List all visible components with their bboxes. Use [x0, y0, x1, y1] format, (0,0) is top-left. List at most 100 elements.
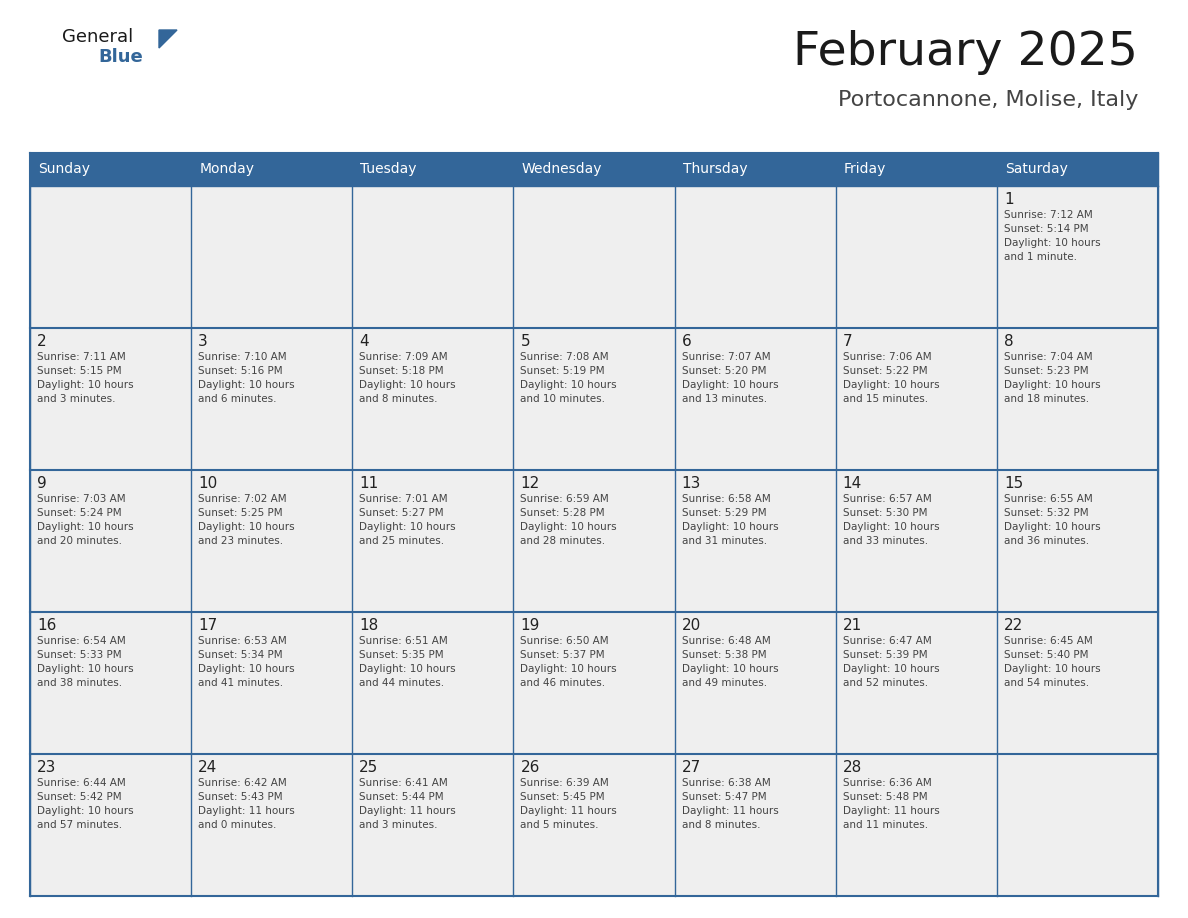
Text: Sunrise: 7:06 AM
Sunset: 5:22 PM
Daylight: 10 hours
and 15 minutes.: Sunrise: 7:06 AM Sunset: 5:22 PM Dayligh… — [842, 352, 940, 404]
Bar — [353, 470, 513, 612]
Bar — [191, 328, 353, 470]
Text: Saturday: Saturday — [1005, 162, 1068, 176]
Text: Sunrise: 7:01 AM
Sunset: 5:27 PM
Daylight: 10 hours
and 25 minutes.: Sunrise: 7:01 AM Sunset: 5:27 PM Dayligh… — [359, 494, 456, 546]
Text: Sunrise: 6:53 AM
Sunset: 5:34 PM
Daylight: 10 hours
and 41 minutes.: Sunrise: 6:53 AM Sunset: 5:34 PM Dayligh… — [198, 636, 295, 688]
Bar — [30, 328, 191, 470]
Text: Wednesday: Wednesday — [522, 162, 602, 176]
Text: 1: 1 — [1004, 192, 1013, 207]
Text: 8: 8 — [1004, 334, 1013, 349]
Text: 16: 16 — [37, 618, 56, 633]
Text: 7: 7 — [842, 334, 852, 349]
Text: Sunrise: 6:57 AM
Sunset: 5:30 PM
Daylight: 10 hours
and 33 minutes.: Sunrise: 6:57 AM Sunset: 5:30 PM Dayligh… — [842, 494, 940, 546]
Text: Sunrise: 7:09 AM
Sunset: 5:18 PM
Daylight: 10 hours
and 8 minutes.: Sunrise: 7:09 AM Sunset: 5:18 PM Dayligh… — [359, 352, 456, 404]
Bar — [191, 186, 353, 328]
Bar — [30, 470, 191, 612]
Bar — [353, 328, 513, 470]
Text: Portocannone, Molise, Italy: Portocannone, Molise, Italy — [838, 90, 1138, 110]
Text: Sunrise: 6:45 AM
Sunset: 5:40 PM
Daylight: 10 hours
and 54 minutes.: Sunrise: 6:45 AM Sunset: 5:40 PM Dayligh… — [1004, 636, 1100, 688]
Text: Sunrise: 7:12 AM
Sunset: 5:14 PM
Daylight: 10 hours
and 1 minute.: Sunrise: 7:12 AM Sunset: 5:14 PM Dayligh… — [1004, 210, 1100, 262]
Text: 11: 11 — [359, 476, 379, 491]
Bar — [30, 153, 191, 186]
Text: 10: 10 — [198, 476, 217, 491]
Text: 18: 18 — [359, 618, 379, 633]
Bar — [353, 186, 513, 328]
Bar — [835, 612, 997, 754]
Bar — [513, 186, 675, 328]
Text: 19: 19 — [520, 618, 539, 633]
Text: 17: 17 — [198, 618, 217, 633]
Text: 5: 5 — [520, 334, 530, 349]
Text: Tuesday: Tuesday — [360, 162, 417, 176]
Bar — [513, 754, 675, 896]
Text: Monday: Monday — [200, 162, 254, 176]
Text: Sunrise: 6:54 AM
Sunset: 5:33 PM
Daylight: 10 hours
and 38 minutes.: Sunrise: 6:54 AM Sunset: 5:33 PM Dayligh… — [37, 636, 133, 688]
Bar — [191, 754, 353, 896]
Text: Sunrise: 6:42 AM
Sunset: 5:43 PM
Daylight: 11 hours
and 0 minutes.: Sunrise: 6:42 AM Sunset: 5:43 PM Dayligh… — [198, 778, 295, 830]
Bar — [513, 470, 675, 612]
Text: 23: 23 — [37, 760, 56, 775]
Bar — [353, 754, 513, 896]
Text: 21: 21 — [842, 618, 862, 633]
Text: Sunrise: 7:07 AM
Sunset: 5:20 PM
Daylight: 10 hours
and 13 minutes.: Sunrise: 7:07 AM Sunset: 5:20 PM Dayligh… — [682, 352, 778, 404]
Text: Sunrise: 6:51 AM
Sunset: 5:35 PM
Daylight: 10 hours
and 44 minutes.: Sunrise: 6:51 AM Sunset: 5:35 PM Dayligh… — [359, 636, 456, 688]
Text: February 2025: February 2025 — [794, 30, 1138, 75]
Bar — [30, 754, 191, 896]
Text: Sunrise: 6:36 AM
Sunset: 5:48 PM
Daylight: 11 hours
and 11 minutes.: Sunrise: 6:36 AM Sunset: 5:48 PM Dayligh… — [842, 778, 940, 830]
Text: 25: 25 — [359, 760, 379, 775]
Text: 12: 12 — [520, 476, 539, 491]
Text: 15: 15 — [1004, 476, 1023, 491]
Bar — [191, 153, 353, 186]
Polygon shape — [159, 30, 177, 48]
Text: Sunrise: 6:55 AM
Sunset: 5:32 PM
Daylight: 10 hours
and 36 minutes.: Sunrise: 6:55 AM Sunset: 5:32 PM Dayligh… — [1004, 494, 1100, 546]
Text: 22: 22 — [1004, 618, 1023, 633]
Bar — [30, 186, 191, 328]
Text: Thursday: Thursday — [683, 162, 747, 176]
Text: Sunrise: 6:59 AM
Sunset: 5:28 PM
Daylight: 10 hours
and 28 minutes.: Sunrise: 6:59 AM Sunset: 5:28 PM Dayligh… — [520, 494, 617, 546]
Bar — [997, 612, 1158, 754]
Text: Friday: Friday — [843, 162, 886, 176]
Text: Sunrise: 7:03 AM
Sunset: 5:24 PM
Daylight: 10 hours
and 20 minutes.: Sunrise: 7:03 AM Sunset: 5:24 PM Dayligh… — [37, 494, 133, 546]
Bar — [835, 754, 997, 896]
Text: 26: 26 — [520, 760, 539, 775]
Text: Sunrise: 7:02 AM
Sunset: 5:25 PM
Daylight: 10 hours
and 23 minutes.: Sunrise: 7:02 AM Sunset: 5:25 PM Dayligh… — [198, 494, 295, 546]
Bar — [513, 612, 675, 754]
Text: Sunrise: 7:08 AM
Sunset: 5:19 PM
Daylight: 10 hours
and 10 minutes.: Sunrise: 7:08 AM Sunset: 5:19 PM Dayligh… — [520, 352, 617, 404]
Text: Blue: Blue — [97, 48, 143, 66]
Text: Sunrise: 7:10 AM
Sunset: 5:16 PM
Daylight: 10 hours
and 6 minutes.: Sunrise: 7:10 AM Sunset: 5:16 PM Dayligh… — [198, 352, 295, 404]
Text: General: General — [62, 28, 133, 46]
Text: 28: 28 — [842, 760, 862, 775]
Bar — [835, 470, 997, 612]
Text: Sunrise: 7:04 AM
Sunset: 5:23 PM
Daylight: 10 hours
and 18 minutes.: Sunrise: 7:04 AM Sunset: 5:23 PM Dayligh… — [1004, 352, 1100, 404]
Bar — [997, 153, 1158, 186]
Text: 6: 6 — [682, 334, 691, 349]
Bar — [675, 153, 835, 186]
Text: 27: 27 — [682, 760, 701, 775]
Bar — [353, 612, 513, 754]
Bar — [675, 612, 835, 754]
Bar — [191, 612, 353, 754]
Text: Sunrise: 6:44 AM
Sunset: 5:42 PM
Daylight: 10 hours
and 57 minutes.: Sunrise: 6:44 AM Sunset: 5:42 PM Dayligh… — [37, 778, 133, 830]
Bar — [997, 186, 1158, 328]
Text: 13: 13 — [682, 476, 701, 491]
Bar — [835, 153, 997, 186]
Bar — [191, 470, 353, 612]
Bar — [513, 153, 675, 186]
Text: Sunrise: 6:48 AM
Sunset: 5:38 PM
Daylight: 10 hours
and 49 minutes.: Sunrise: 6:48 AM Sunset: 5:38 PM Dayligh… — [682, 636, 778, 688]
Text: 20: 20 — [682, 618, 701, 633]
Text: 9: 9 — [37, 476, 46, 491]
Bar — [30, 612, 191, 754]
Text: Sunrise: 6:47 AM
Sunset: 5:39 PM
Daylight: 10 hours
and 52 minutes.: Sunrise: 6:47 AM Sunset: 5:39 PM Dayligh… — [842, 636, 940, 688]
Text: Sunrise: 6:39 AM
Sunset: 5:45 PM
Daylight: 11 hours
and 5 minutes.: Sunrise: 6:39 AM Sunset: 5:45 PM Dayligh… — [520, 778, 618, 830]
Bar — [997, 328, 1158, 470]
Text: 4: 4 — [359, 334, 369, 349]
Bar — [835, 328, 997, 470]
Bar — [997, 754, 1158, 896]
Text: 3: 3 — [198, 334, 208, 349]
Bar — [353, 153, 513, 186]
Text: Sunrise: 6:58 AM
Sunset: 5:29 PM
Daylight: 10 hours
and 31 minutes.: Sunrise: 6:58 AM Sunset: 5:29 PM Dayligh… — [682, 494, 778, 546]
Text: Sunday: Sunday — [38, 162, 90, 176]
Text: Sunrise: 7:11 AM
Sunset: 5:15 PM
Daylight: 10 hours
and 3 minutes.: Sunrise: 7:11 AM Sunset: 5:15 PM Dayligh… — [37, 352, 133, 404]
Bar — [675, 470, 835, 612]
Text: 24: 24 — [198, 760, 217, 775]
Bar — [675, 328, 835, 470]
